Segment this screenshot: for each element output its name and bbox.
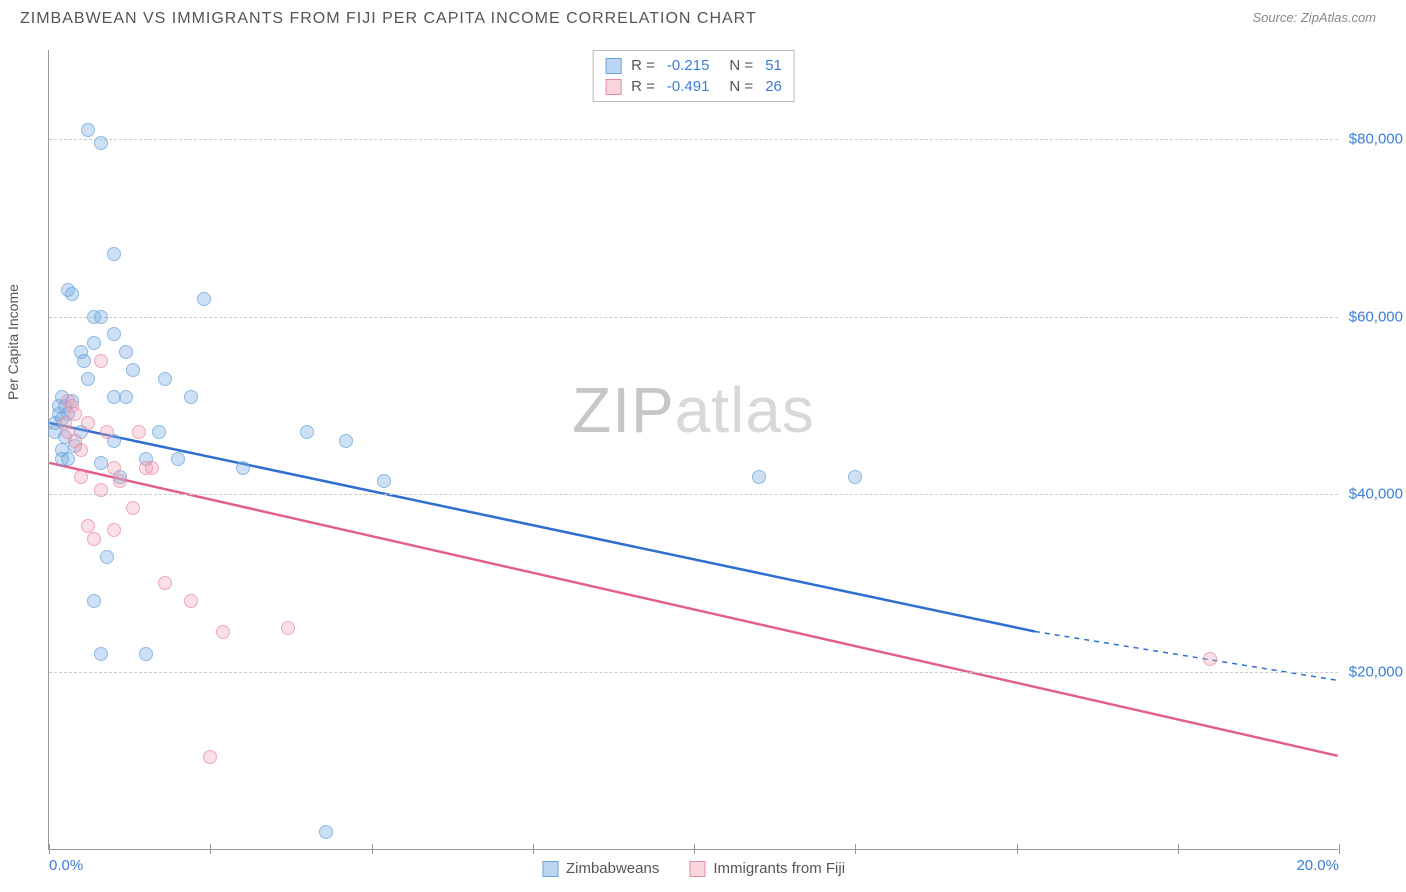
data-point bbox=[132, 425, 146, 439]
x-tick-label: 0.0% bbox=[49, 857, 83, 874]
data-point bbox=[81, 519, 95, 533]
data-point bbox=[126, 501, 140, 515]
legend-item: Zimbabweans bbox=[542, 860, 659, 877]
gridline bbox=[49, 494, 1338, 495]
data-point bbox=[107, 247, 121, 261]
stat-n-value: 51 bbox=[765, 57, 782, 74]
x-tick-mark bbox=[1178, 844, 1179, 854]
data-point bbox=[94, 354, 108, 368]
data-point bbox=[152, 425, 166, 439]
data-point bbox=[319, 825, 333, 839]
y-axis-label: Per Capita Income bbox=[5, 284, 21, 400]
data-point bbox=[1203, 652, 1217, 666]
x-tick-mark bbox=[855, 844, 856, 854]
data-point bbox=[119, 390, 133, 404]
data-point bbox=[300, 425, 314, 439]
data-point bbox=[281, 621, 295, 635]
stat-r-value: -0.215 bbox=[667, 57, 710, 74]
y-tick-label: $60,000 bbox=[1349, 308, 1403, 325]
data-point bbox=[216, 625, 230, 639]
stat-n-label: N = bbox=[729, 57, 753, 74]
scatter-chart: ZIPatlas Per Capita Income R = -0.215 N … bbox=[48, 50, 1338, 850]
data-point bbox=[377, 474, 391, 488]
gridline bbox=[49, 317, 1338, 318]
data-point bbox=[184, 390, 198, 404]
stats-row: R = -0.491 N = 26 bbox=[605, 76, 782, 97]
stat-r-label: R = bbox=[631, 78, 655, 95]
y-tick-label: $20,000 bbox=[1349, 664, 1403, 681]
x-tick-mark bbox=[1017, 844, 1018, 854]
data-point bbox=[100, 550, 114, 564]
data-point bbox=[107, 523, 121, 537]
x-tick-mark bbox=[372, 844, 373, 854]
data-point bbox=[126, 363, 140, 377]
data-point bbox=[184, 594, 198, 608]
stat-r-label: R = bbox=[631, 57, 655, 74]
data-point bbox=[65, 287, 79, 301]
data-point bbox=[113, 474, 127, 488]
x-tick-label: 20.0% bbox=[1296, 857, 1339, 874]
data-point bbox=[752, 470, 766, 484]
data-point bbox=[74, 470, 88, 484]
x-tick-mark bbox=[49, 844, 50, 854]
gridline bbox=[49, 139, 1338, 140]
data-point bbox=[77, 354, 91, 368]
data-point bbox=[158, 372, 172, 386]
data-point bbox=[81, 416, 95, 430]
data-point bbox=[94, 136, 108, 150]
legend-swatch bbox=[542, 861, 558, 877]
data-point bbox=[87, 336, 101, 350]
data-point bbox=[236, 461, 250, 475]
data-point bbox=[139, 647, 153, 661]
stat-n-value: 26 bbox=[765, 78, 782, 95]
data-point bbox=[61, 452, 75, 466]
x-tick-mark bbox=[694, 844, 695, 854]
legend-label: Immigrants from Fiji bbox=[713, 860, 845, 877]
legend-swatch bbox=[605, 58, 621, 74]
data-point bbox=[339, 434, 353, 448]
gridline bbox=[49, 672, 1338, 673]
legend-item: Immigrants from Fiji bbox=[689, 860, 845, 877]
data-point bbox=[107, 461, 121, 475]
trend-lines bbox=[49, 50, 1338, 849]
data-point bbox=[87, 594, 101, 608]
chart-title: ZIMBABWEAN VS IMMIGRANTS FROM FIJI PER C… bbox=[20, 10, 757, 28]
data-point bbox=[145, 461, 159, 475]
data-point bbox=[848, 470, 862, 484]
data-point bbox=[68, 407, 82, 421]
legend-swatch bbox=[605, 79, 621, 95]
data-point bbox=[158, 576, 172, 590]
data-point bbox=[94, 310, 108, 324]
data-point bbox=[197, 292, 211, 306]
data-point bbox=[87, 532, 101, 546]
stat-n-label: N = bbox=[729, 78, 753, 95]
legend-label: Zimbabweans bbox=[566, 860, 659, 877]
data-point bbox=[107, 327, 121, 341]
x-tick-mark bbox=[533, 844, 534, 854]
data-point bbox=[81, 123, 95, 137]
data-point bbox=[81, 372, 95, 386]
correlation-stats-box: R = -0.215 N = 51 R = -0.491 N = 26 bbox=[592, 50, 795, 102]
data-point bbox=[107, 390, 121, 404]
stats-row: R = -0.215 N = 51 bbox=[605, 55, 782, 76]
data-point bbox=[171, 452, 185, 466]
data-point bbox=[94, 483, 108, 497]
data-point bbox=[74, 443, 88, 457]
x-tick-mark bbox=[1339, 844, 1340, 854]
watermark: ZIPatlas bbox=[572, 373, 815, 447]
source-attribution: Source: ZipAtlas.com bbox=[1252, 10, 1376, 25]
y-tick-label: $40,000 bbox=[1349, 486, 1403, 503]
data-point bbox=[94, 456, 108, 470]
data-point bbox=[100, 425, 114, 439]
legend-swatch bbox=[689, 861, 705, 877]
series-legend: Zimbabweans Immigrants from Fiji bbox=[542, 860, 845, 877]
data-point bbox=[203, 750, 217, 764]
y-tick-label: $80,000 bbox=[1349, 130, 1403, 147]
stat-r-value: -0.491 bbox=[667, 78, 710, 95]
data-point bbox=[94, 647, 108, 661]
data-point bbox=[119, 345, 133, 359]
x-tick-mark bbox=[210, 844, 211, 854]
